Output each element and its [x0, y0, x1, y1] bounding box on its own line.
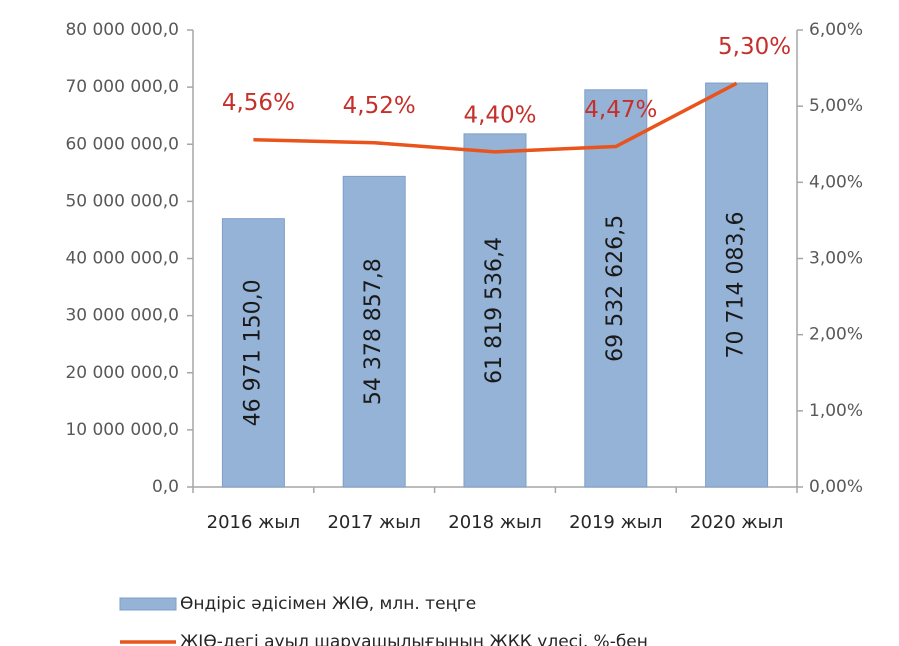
bar-value-label: 46 971 150,0 — [240, 279, 265, 426]
x-tick-label: 2017 жыл — [327, 512, 420, 533]
x-tick-label: 2018 жыл — [448, 512, 541, 533]
line-value-label: 4,47% — [584, 97, 657, 123]
line-value-label: 4,56% — [222, 90, 295, 116]
x-tick-label: 2016 жыл — [207, 512, 300, 533]
y-tick-label: 30 000 000,0 — [65, 306, 179, 326]
y2-tick-label: 4,00% — [809, 172, 863, 192]
y-tick-label: 10 000 000,0 — [65, 420, 179, 440]
y2-tick-label: 2,00% — [809, 325, 863, 345]
line-value-label: 4,52% — [343, 93, 416, 119]
y-tick-label: 40 000 000,0 — [65, 249, 179, 269]
y-tick-label: 70 000 000,0 — [65, 77, 179, 97]
y2-tick-label: 1,00% — [809, 401, 863, 421]
y2-tick-label: 3,00% — [809, 249, 863, 269]
bar — [584, 89, 648, 488]
bar — [463, 133, 527, 488]
y-tick-label: 80 000 000,0 — [65, 20, 179, 40]
y2-tick-label: 5,00% — [809, 96, 863, 116]
bar — [705, 82, 769, 488]
legend-swatch — [119, 597, 177, 611]
bar-value-label: 54 378 857,8 — [361, 258, 386, 405]
bar-value-label: 69 532 626,5 — [603, 215, 628, 362]
x-tick-label: 2020 жыл — [690, 512, 783, 533]
y2-tick-label: 6,00% — [809, 20, 863, 40]
x-tick-label: 2019 жыл — [569, 512, 662, 533]
y-tick-label: 60 000 000,0 — [65, 134, 179, 154]
bar — [342, 175, 406, 488]
legend-label: Өндіріс әдісімен ЖІӨ, млн. теңге — [180, 594, 476, 614]
y2-tick-label: 0,00% — [809, 477, 863, 497]
y-tick-label: 50 000 000,0 — [65, 191, 179, 211]
y-tick-label: 0,0 — [152, 477, 179, 497]
bar-value-label: 61 819 536,4 — [482, 237, 507, 384]
y-tick-label: 20 000 000,0 — [65, 363, 179, 383]
legend-label: ЖІӨ-дегі ауыл шаруашылығының ЖҚҚ үлесі, … — [180, 632, 648, 646]
line — [253, 81, 738, 154]
line-value-label: 4,40% — [463, 102, 536, 128]
bar — [221, 218, 285, 488]
line-value-label: 5,30% — [718, 34, 791, 60]
bar-value-label: 70 714 083,6 — [724, 212, 749, 359]
